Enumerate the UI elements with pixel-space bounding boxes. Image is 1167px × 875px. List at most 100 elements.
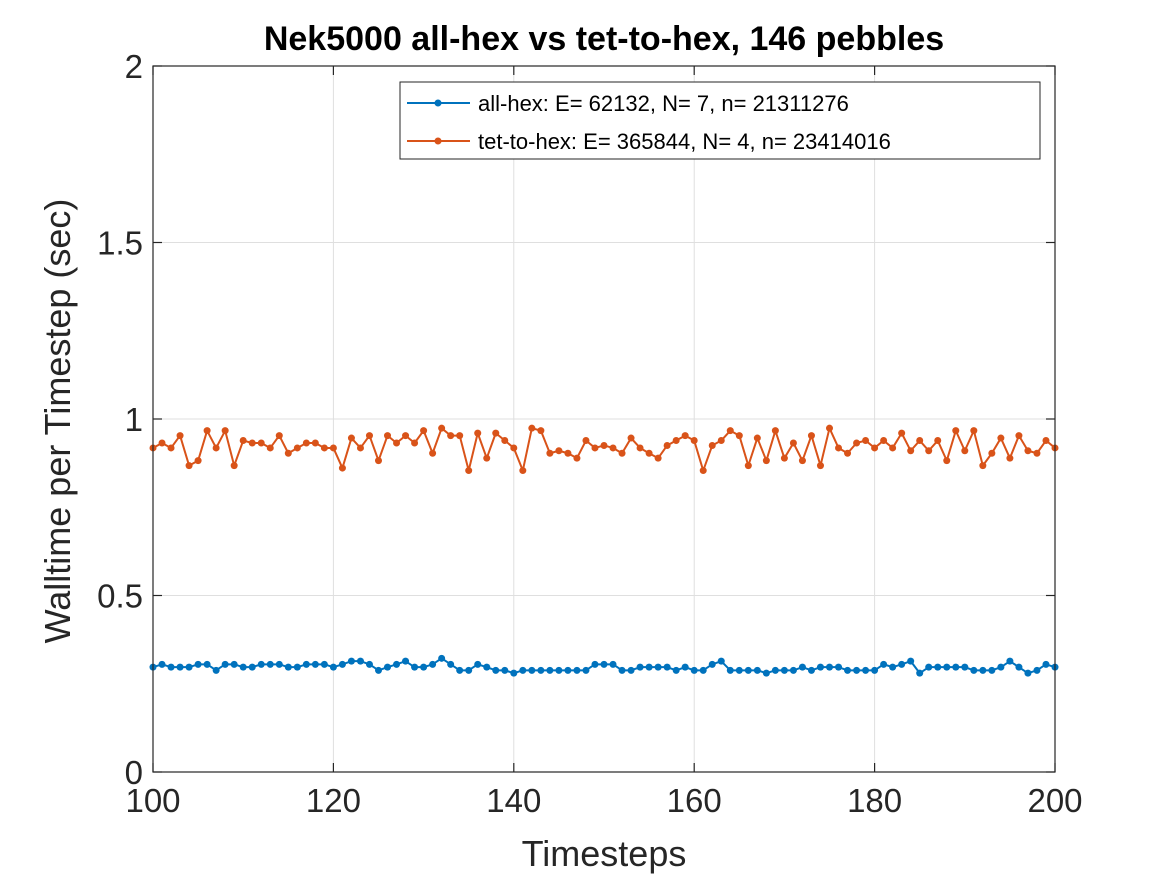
data-point-all-hex: [753, 666, 761, 674]
data-point-tet-to-hex: [807, 432, 815, 440]
data-point-all-hex: [564, 666, 572, 674]
data-point-tet-to-hex: [266, 444, 274, 452]
data-point-tet-to-hex: [167, 444, 175, 452]
data-point-all-hex: [176, 663, 184, 671]
data-point-tet-to-hex: [546, 449, 554, 457]
data-point-tet-to-hex: [934, 437, 942, 445]
data-point-all-hex: [961, 663, 969, 671]
data-point-tet-to-hex: [474, 429, 482, 437]
y-axis-label: Walltime per Timestep (sec): [37, 199, 78, 644]
data-point-all-hex: [402, 657, 410, 665]
data-point-all-hex: [835, 663, 843, 671]
data-point-all-hex: [365, 660, 373, 668]
data-point-tet-to-hex: [447, 432, 455, 440]
data-point-all-hex: [880, 660, 888, 668]
data-point-tet-to-hex: [347, 434, 355, 442]
data-point-tet-to-hex: [907, 447, 915, 455]
data-point-tet-to-hex: [510, 444, 518, 452]
data-point-all-hex: [338, 660, 346, 668]
data-point-all-hex: [844, 666, 852, 674]
data-point-all-hex: [672, 666, 680, 674]
data-point-all-hex: [609, 660, 617, 668]
data-point-tet-to-hex: [835, 444, 843, 452]
data-point-tet-to-hex: [438, 424, 446, 432]
data-point-all-hex: [952, 663, 960, 671]
legend-label-tet-to-hex: tet-to-hex: E= 365844, N= 4, n= 23414016: [478, 129, 891, 154]
data-point-tet-to-hex: [762, 457, 770, 465]
data-point-all-hex: [789, 666, 797, 674]
legend-marker-all-hex: [434, 99, 442, 107]
data-point-all-hex: [519, 666, 527, 674]
data-point-tet-to-hex: [492, 429, 500, 437]
data-point-all-hex: [158, 660, 166, 668]
data-point-all-hex: [943, 663, 951, 671]
data-point-tet-to-hex: [275, 432, 283, 440]
data-point-tet-to-hex: [844, 449, 852, 457]
y-tick-label: 0.5: [97, 578, 143, 615]
data-point-all-hex: [690, 666, 698, 674]
data-point-tet-to-hex: [293, 444, 301, 452]
data-point-tet-to-hex: [311, 439, 319, 447]
data-point-tet-to-hex: [329, 444, 337, 452]
data-point-tet-to-hex: [356, 444, 364, 452]
data-point-all-hex: [591, 660, 599, 668]
data-point-all-hex: [979, 666, 987, 674]
data-point-tet-to-hex: [1015, 432, 1023, 440]
data-point-all-hex: [871, 666, 879, 674]
data-point-tet-to-hex: [185, 462, 193, 470]
data-point-all-hex: [916, 669, 924, 677]
data-point-tet-to-hex: [961, 447, 969, 455]
data-point-all-hex: [934, 663, 942, 671]
data-point-all-hex: [221, 660, 229, 668]
data-point-all-hex: [483, 663, 491, 671]
data-point-tet-to-hex: [402, 432, 410, 440]
data-point-tet-to-hex: [789, 439, 797, 447]
ticks: 100 120 140 160 180 200 0 0.5 1 1.5 2: [97, 48, 1082, 819]
data-point-all-hex: [826, 663, 833, 671]
data-point-tet-to-hex: [826, 424, 833, 432]
data-point-tet-to-hex: [573, 454, 581, 462]
data-point-all-hex: [447, 660, 455, 668]
data-point-tet-to-hex: [952, 427, 960, 435]
data-point-all-hex: [907, 657, 915, 665]
series-layer: [149, 424, 1059, 677]
data-point-all-hex: [474, 660, 482, 668]
data-point-tet-to-hex: [393, 439, 401, 447]
data-point-all-hex: [708, 660, 716, 668]
data-point-tet-to-hex: [257, 439, 265, 447]
data-point-tet-to-hex: [744, 462, 752, 470]
data-point-tet-to-hex: [582, 437, 590, 445]
data-point-tet-to-hex: [483, 454, 491, 462]
data-point-all-hex: [735, 666, 743, 674]
data-point-tet-to-hex: [798, 457, 806, 465]
data-point-tet-to-hex: [284, 449, 292, 457]
data-point-tet-to-hex: [375, 457, 382, 465]
data-point-all-hex: [988, 666, 996, 674]
data-point-all-hex: [537, 666, 545, 674]
data-point-all-hex: [699, 666, 707, 674]
data-point-tet-to-hex: [1024, 447, 1032, 455]
data-point-all-hex: [546, 666, 554, 674]
data-point-tet-to-hex: [365, 432, 373, 440]
data-point-tet-to-hex: [609, 444, 617, 452]
data-point-tet-to-hex: [780, 454, 788, 462]
data-point-all-hex: [816, 663, 824, 671]
data-point-all-hex: [1015, 663, 1023, 671]
data-point-all-hex: [1033, 666, 1041, 674]
data-point-all-hex: [239, 663, 247, 671]
data-point-tet-to-hex: [925, 447, 933, 455]
legend: all-hex: E= 62132, N= 7, n= 21311276 tet…: [399, 81, 1041, 160]
data-point-all-hex: [654, 663, 662, 671]
data-point-all-hex: [347, 657, 355, 665]
data-point-tet-to-hex: [771, 427, 779, 435]
data-point-all-hex: [393, 660, 401, 668]
data-point-tet-to-hex: [916, 437, 924, 445]
data-point-tet-to-hex: [988, 449, 996, 457]
data-point-tet-to-hex: [681, 432, 689, 440]
data-point-tet-to-hex: [862, 437, 870, 445]
data-point-all-hex: [356, 657, 364, 665]
data-point-all-hex: [311, 660, 319, 668]
data-point-all-hex: [284, 663, 292, 671]
data-point-tet-to-hex: [654, 454, 662, 462]
data-point-all-hex: [275, 660, 283, 668]
